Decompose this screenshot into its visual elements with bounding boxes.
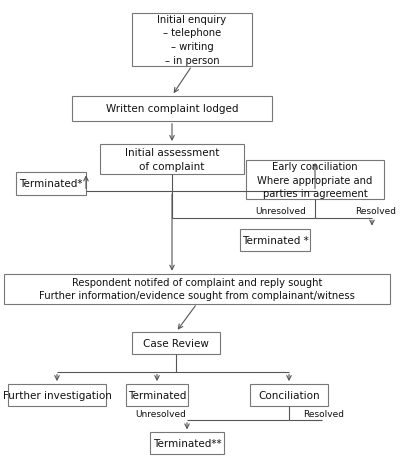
FancyBboxPatch shape [246, 161, 384, 200]
Text: Case Review: Case Review [143, 338, 209, 348]
FancyBboxPatch shape [240, 229, 310, 251]
FancyBboxPatch shape [132, 332, 220, 354]
FancyBboxPatch shape [4, 274, 390, 304]
Text: Terminated*: Terminated* [19, 179, 83, 189]
Text: Unresolved: Unresolved [256, 207, 306, 216]
FancyBboxPatch shape [16, 173, 86, 195]
Text: Terminated *: Terminated * [242, 235, 308, 245]
FancyBboxPatch shape [100, 145, 244, 174]
Text: Early conciliation
Where appropriate and
parties in agreement: Early conciliation Where appropriate and… [257, 162, 373, 199]
Text: Initial assessment
of complaint: Initial assessment of complaint [125, 148, 219, 171]
Text: Written complaint lodged: Written complaint lodged [106, 104, 238, 114]
FancyBboxPatch shape [72, 96, 272, 122]
FancyBboxPatch shape [8, 384, 106, 406]
FancyBboxPatch shape [250, 384, 328, 406]
Text: Terminated**: Terminated** [153, 438, 221, 448]
Text: Resolved: Resolved [304, 409, 344, 418]
FancyBboxPatch shape [126, 384, 188, 406]
Text: Terminated: Terminated [128, 390, 186, 400]
Text: Resolved: Resolved [356, 207, 396, 216]
Text: Further investigation: Further investigation [2, 390, 112, 400]
Text: Initial enquiry
– telephone
– writing
– in person: Initial enquiry – telephone – writing – … [158, 15, 226, 66]
FancyBboxPatch shape [132, 14, 252, 67]
FancyBboxPatch shape [150, 432, 224, 454]
Text: Conciliation: Conciliation [258, 390, 320, 400]
Text: Unresolved: Unresolved [136, 409, 186, 418]
Text: Respondent notifed of complaint and reply sought
Further information/evidence so: Respondent notifed of complaint and repl… [39, 277, 355, 301]
